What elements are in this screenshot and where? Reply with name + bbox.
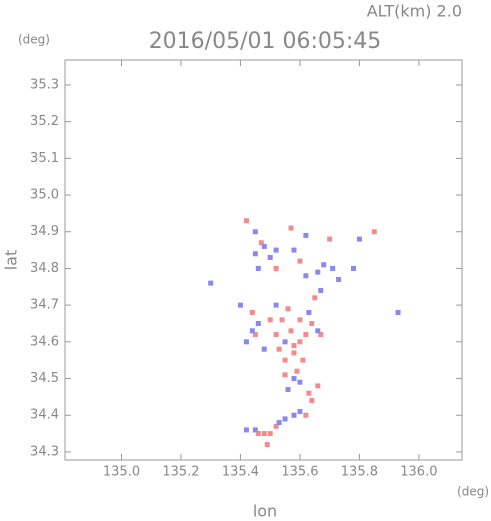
echo-point (306, 309, 312, 315)
y-tick-label: 34.6 (30, 334, 59, 349)
x-tick-label: 135.0 (103, 465, 140, 480)
echo-point (282, 339, 288, 345)
y-tick-label: 34.4 (30, 408, 59, 423)
echo-point (291, 247, 297, 253)
echo-point (285, 306, 291, 312)
echo-point (321, 262, 327, 268)
echo-point (261, 431, 267, 437)
y-tick-label: 34.5 (30, 371, 59, 386)
echo-point (318, 331, 324, 337)
echo-point (300, 357, 306, 363)
altitude: ALT(km) 2.0 (367, 2, 462, 21)
echo-point (291, 343, 297, 349)
echo-point (273, 423, 279, 429)
echo-point (297, 317, 303, 323)
y-axis-label: lat (2, 250, 21, 271)
echo-point (273, 265, 279, 271)
echo-point (282, 372, 288, 378)
echo-point (336, 276, 342, 282)
echo-point (255, 431, 261, 437)
y-tick-label: 35.3 (30, 77, 59, 92)
echo-point (285, 387, 291, 393)
echo-point (261, 346, 267, 352)
x-axis-label: lon (253, 502, 277, 521)
echo-point (249, 309, 255, 315)
echo-point (252, 331, 258, 337)
echo-point (291, 376, 297, 382)
echo-point (267, 431, 273, 437)
plot-frame (64, 59, 463, 461)
echo-point (309, 320, 315, 326)
echo-point (273, 302, 279, 308)
echo-point (288, 328, 294, 334)
echo-point (243, 218, 249, 224)
echo-point (267, 254, 273, 260)
echo-point (350, 265, 356, 271)
y-tick-label: 34.8 (30, 261, 59, 276)
echo-point (255, 265, 261, 271)
echo-point (243, 339, 249, 345)
echo-point (276, 420, 282, 426)
echo-point (327, 236, 333, 242)
x-tick-label: 135.6 (281, 465, 318, 480)
echo-point (297, 379, 303, 385)
echo-point (255, 320, 261, 326)
echo-point (318, 287, 324, 293)
echo-point (252, 251, 258, 257)
x-tick-label: 135.8 (341, 465, 378, 480)
y-tick-label: 34.9 (30, 224, 59, 239)
echo-point (315, 383, 321, 389)
echo-point (267, 317, 273, 323)
echo-point (294, 368, 300, 374)
echo-point (306, 390, 312, 396)
echo-point (208, 280, 214, 286)
echo-point (261, 243, 267, 249)
echo-point (297, 258, 303, 264)
echo-point (303, 412, 309, 418)
echo-point (297, 409, 303, 415)
echo-point (291, 350, 297, 356)
echo-point (279, 317, 285, 323)
echo-point (303, 232, 309, 238)
x-tick-label: 135.4 (222, 465, 259, 480)
y-tick-label: 34.7 (30, 298, 59, 313)
echo-point (249, 328, 255, 334)
y-tick-label: 35.2 (30, 114, 59, 129)
echo-point (252, 427, 258, 433)
echo-point (252, 229, 258, 235)
echo-point (371, 229, 377, 235)
echo-point (315, 269, 321, 275)
unit-label: (deg) (457, 485, 489, 499)
echo-point (273, 247, 279, 253)
chart-title: 2016/05/01 06:05:45 (149, 29, 382, 54)
echo-point (291, 412, 297, 418)
echo-point (309, 398, 315, 404)
y-tick-label: 35.1 (30, 151, 59, 166)
y-tick-label: 34.3 (30, 444, 59, 459)
echo-point (356, 236, 362, 242)
x-tick-label: 136.0 (400, 465, 437, 480)
echo-point (303, 273, 309, 279)
echo-point (395, 309, 401, 315)
echo-point (258, 240, 264, 246)
echo-point (282, 416, 288, 422)
echo-point (282, 357, 288, 363)
echo-point (264, 442, 270, 448)
echo-point (315, 328, 321, 334)
echo-point (243, 427, 249, 433)
unit-label: (deg) (18, 33, 50, 47)
echo-point (297, 339, 303, 345)
echo-point (312, 295, 318, 301)
x-tick-label: 135.2 (162, 465, 199, 480)
echo-point (288, 225, 294, 231)
y-tick-label: 35.0 (30, 188, 59, 203)
echo-point (273, 331, 279, 337)
echo-point (330, 265, 336, 271)
echo-point (303, 331, 309, 337)
echo-point (276, 346, 282, 352)
echo-point (237, 302, 243, 308)
